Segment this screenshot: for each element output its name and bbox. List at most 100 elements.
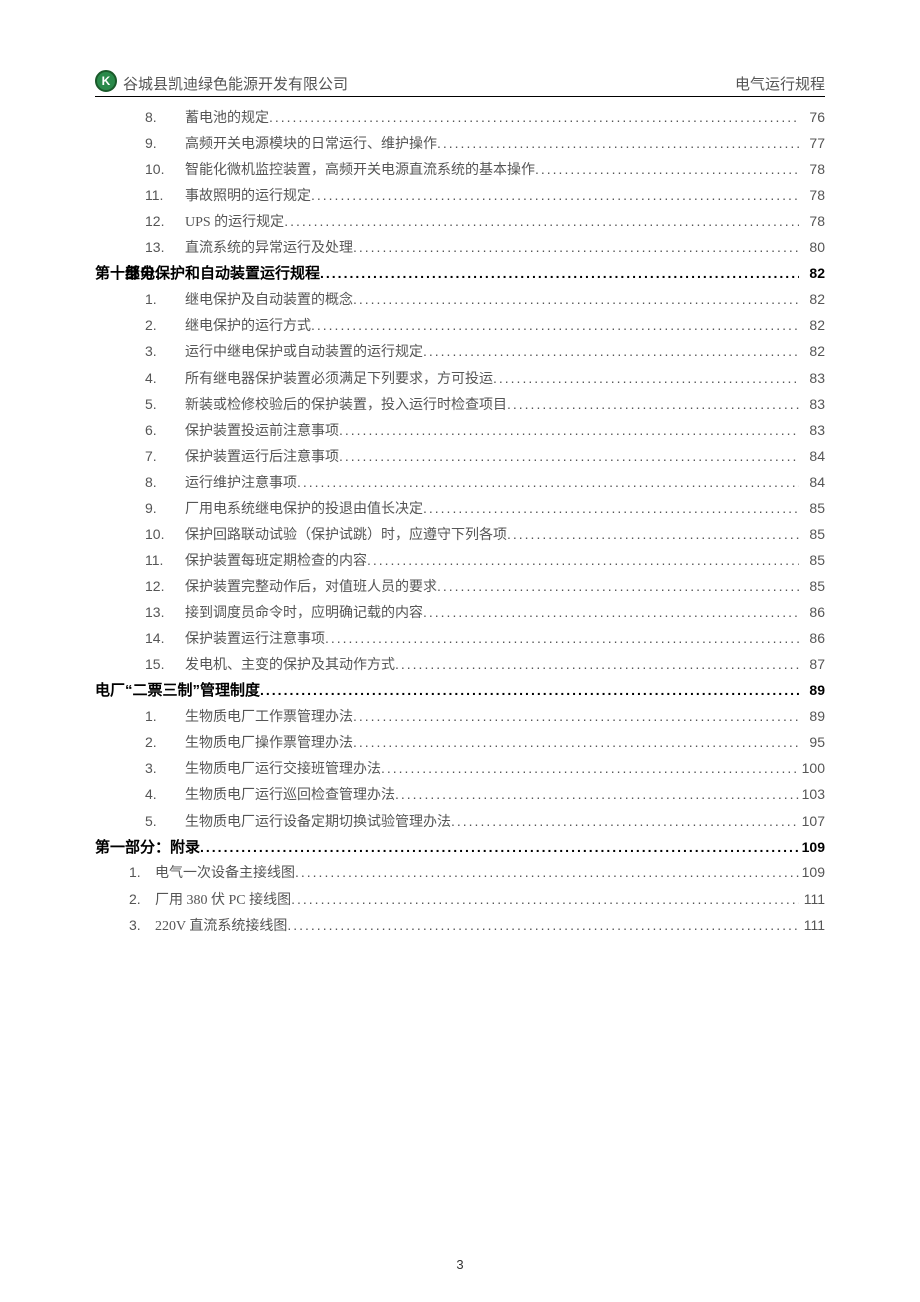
toc-entry-title: 事故照明的运行规定: [185, 185, 311, 209]
toc-entry-page: 77: [799, 131, 825, 155]
toc-entry-number: 10.: [95, 522, 185, 546]
toc-entry-page: 83: [799, 418, 825, 442]
toc-entry: 4.生物质电厂运行巡回检查管理办法103: [95, 782, 825, 808]
toc-leader-dots: [284, 209, 799, 233]
toc-entry-number: 3.: [95, 339, 185, 363]
toc-leader-dots: [423, 339, 799, 363]
toc-entry-number: 9.: [95, 131, 185, 155]
toc-entry: 3.220V 直流系统接线图111: [95, 913, 825, 939]
toc-entry-number: 11.: [95, 183, 185, 207]
toc-entry-number: 2.: [95, 730, 185, 754]
toc-leader-dots: [260, 678, 799, 702]
toc-entry-page: 109: [799, 860, 825, 884]
toc-entry-title: 保护回路联动试验（保护试跳）时，应遵守下列各项: [185, 524, 507, 548]
toc-entry-number: 15.: [95, 652, 185, 676]
toc-entry: 3.生物质电厂运行交接班管理办法100: [95, 756, 825, 782]
toc-entry: 10.保护回路联动试验（保护试跳）时，应遵守下列各项85: [95, 522, 825, 548]
toc-entry-page: 86: [799, 600, 825, 624]
toc-entry-number: 5.: [95, 392, 185, 416]
toc-leader-dots: [353, 730, 799, 754]
toc-entry: 5.新装或检修校验后的保护装置，投入运行时检查项目 83: [95, 392, 825, 418]
toc-entry-page: 82: [799, 313, 825, 337]
toc-leader-dots: [311, 313, 799, 337]
toc-leader-dots: [291, 887, 799, 911]
toc-entry-number: 10.: [95, 157, 185, 181]
company-logo-icon: K: [95, 70, 117, 92]
toc-entry-number: 12.: [95, 574, 185, 598]
toc-leader-dots: [311, 183, 799, 207]
toc-entry: 5.生物质电厂运行设备定期切换试验管理办法107: [95, 809, 825, 835]
toc-leader-dots: [200, 835, 799, 859]
toc-entry-title: 生物质电厂运行设备定期切换试验管理办法: [185, 811, 451, 835]
toc-entry-page: 103: [799, 782, 825, 806]
toc-entry-page: 83: [799, 392, 825, 416]
toc-leader-dots: [353, 235, 799, 259]
toc-leader-dots: [493, 366, 799, 390]
toc-entry-title: 保护装置投运前注意事项: [185, 420, 339, 444]
toc-entry-title: 运行维护注意事项: [185, 472, 297, 496]
toc-entry-page: 78: [799, 209, 825, 233]
toc-entry: 10.智能化微机监控装置，高频开关电源直流系统的基本操作 78: [95, 157, 825, 183]
toc-entry-number: 13.: [95, 600, 185, 624]
toc-entry-page: 87: [799, 652, 825, 676]
toc-leader-dots: [269, 105, 799, 129]
toc-entry-title: UPS 的运行规定: [185, 211, 284, 235]
toc-entry-page: 85: [799, 574, 825, 598]
toc-entry-title: 继电保护的运行方式: [185, 315, 311, 339]
toc-entry-title: 继电保护及自动装置的概念: [185, 289, 353, 313]
toc-entry-title: 厂用 380 伏 PC 接线图: [155, 889, 291, 913]
toc-leader-dots: [423, 600, 799, 624]
table-of-contents: 8.蓄电池的规定769.高频开关电源模块的日常运行、维护操作7710.智能化微机…: [95, 105, 825, 939]
toc-entry: 14.保护装置运行注意事项86: [95, 626, 825, 652]
toc-entry-page: 89: [799, 704, 825, 728]
toc-entry-title: 新装或检修校验后的保护装置，投入运行时检查项目: [185, 394, 507, 418]
toc-leader-dots: [353, 704, 799, 728]
toc-entry-title: 所有继电器保护装置必须满足下列要求，方可投运: [185, 368, 493, 392]
toc-entry-page: 82: [799, 287, 825, 311]
toc-entry: 12.UPS 的运行规定 78: [95, 209, 825, 235]
toc-entry-number: 4.: [95, 366, 185, 390]
toc-leader-dots: [325, 626, 799, 650]
toc-entry: 1.电气一次设备主接线图109: [95, 860, 825, 886]
toc-entry: 6.保护装置投运前注意事项83: [95, 418, 825, 444]
toc-entry: 3.运行中继电保护或自动装置的运行规定 82: [95, 339, 825, 365]
toc-entry-number: 12.: [95, 209, 185, 233]
toc-entry-page: 80: [799, 235, 825, 259]
toc-leader-dots: [451, 809, 799, 833]
toc-leader-dots: [339, 444, 799, 468]
toc-leader-dots: [287, 913, 799, 937]
toc-leader-dots: [320, 261, 799, 285]
toc-entry-title: 接到调度员命令时，应明确记载的内容: [185, 602, 423, 626]
toc-leader-dots: [353, 287, 799, 311]
toc-leader-dots: [507, 392, 799, 416]
toc-entry-page: 111: [799, 913, 825, 937]
toc-entry-page: 78: [799, 157, 825, 181]
toc-entry: 7.保护装置运行后注意事项84: [95, 444, 825, 470]
toc-entry-title: 厂用电系统继电保护的投退由值长决定: [185, 498, 423, 522]
toc-entry-title: 电气一次设备主接线图: [155, 862, 295, 886]
toc-entry-title: 智能化微机监控装置，高频开关电源直流系统的基本操作: [185, 159, 535, 183]
toc-entry-page: 85: [799, 496, 825, 520]
toc-entry-page: 111: [799, 887, 825, 911]
toc-entry-page: 82: [799, 339, 825, 363]
toc-entry-number: 8.: [95, 105, 185, 129]
toc-section-heading: 第十部分. 继电保护和自动装置运行规程 82: [95, 261, 825, 287]
toc-entry-title: 继电保护和自动装置运行规程: [95, 261, 320, 287]
toc-leader-dots: [535, 157, 799, 181]
toc-leader-dots: [507, 522, 799, 546]
toc-entry-number: 2.: [95, 313, 185, 337]
toc-leader-dots: [395, 782, 799, 806]
toc-entry-title: 电厂“二票三制”管理制度: [95, 678, 260, 704]
document-page: K 谷城县凯迪绿色能源开发有限公司 电气运行规程 8.蓄电池的规定769.高频开…: [0, 0, 920, 1302]
toc-entry-number: 1.: [95, 287, 185, 311]
toc-leader-dots: [367, 548, 799, 572]
toc-leader-dots: [395, 652, 799, 676]
toc-entry-title: 生物质电厂运行巡回检查管理办法: [185, 784, 395, 808]
toc-entry-title: 运行中继电保护或自动装置的运行规定: [185, 341, 423, 365]
toc-entry-number: 11.: [95, 548, 185, 572]
logo-wrap: K: [95, 70, 117, 92]
toc-entry-page: 82: [799, 261, 825, 285]
toc-entry-title: 生物质电厂操作票管理办法: [185, 732, 353, 756]
toc-section-heading: 电厂“二票三制”管理制度 89: [95, 678, 825, 704]
toc-leader-dots: [423, 496, 799, 520]
